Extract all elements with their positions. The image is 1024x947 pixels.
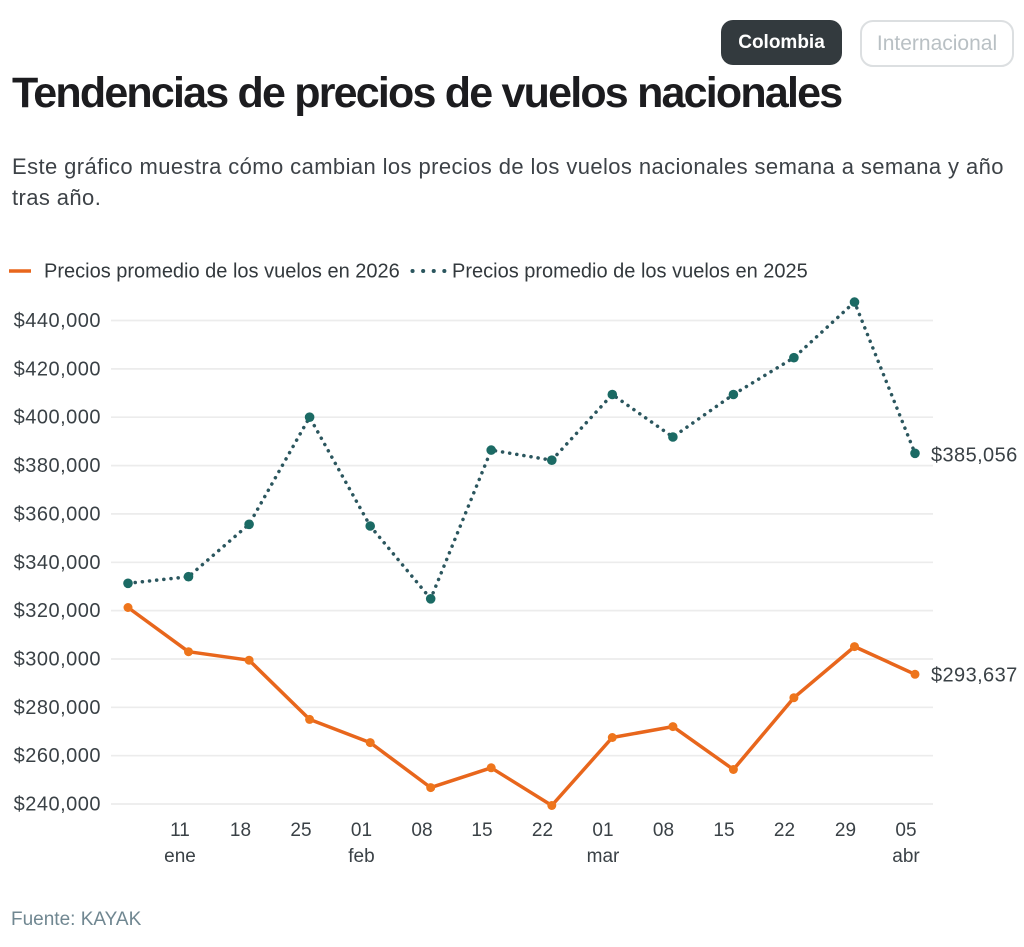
svg-text:mar: mar — [587, 846, 620, 867]
svg-text:22: 22 — [774, 820, 795, 841]
svg-text:18: 18 — [230, 820, 251, 841]
svg-text:$380,000: $380,000 — [14, 455, 101, 477]
svg-text:01: 01 — [592, 820, 613, 841]
svg-text:abr: abr — [892, 846, 920, 867]
svg-text:15: 15 — [471, 820, 492, 841]
svg-text:22: 22 — [532, 820, 553, 841]
svg-text:$385,056: $385,056 — [931, 445, 1018, 467]
svg-text:$420,000: $420,000 — [14, 358, 101, 380]
svg-text:$400,000: $400,000 — [14, 407, 101, 429]
svg-text:$293,637: $293,637 — [931, 665, 1018, 687]
svg-text:feb: feb — [348, 846, 374, 867]
svg-text:ene: ene — [164, 846, 196, 867]
svg-text:$260,000: $260,000 — [14, 745, 101, 767]
svg-text:08: 08 — [653, 820, 674, 841]
svg-text:Precios promedio de los vuelos: Precios promedio de los vuelos en 2025 — [452, 261, 808, 283]
svg-text:$240,000: $240,000 — [14, 794, 101, 816]
svg-text:$320,000: $320,000 — [14, 600, 101, 622]
svg-text:01: 01 — [351, 820, 372, 841]
svg-text:$280,000: $280,000 — [14, 697, 101, 719]
svg-text:11: 11 — [170, 820, 190, 841]
svg-text:$300,000: $300,000 — [14, 649, 101, 671]
svg-text:25: 25 — [290, 820, 311, 841]
svg-text:$360,000: $360,000 — [14, 503, 101, 525]
svg-text:05: 05 — [895, 820, 916, 841]
svg-text:Precios promedio de los vuelos: Precios promedio de los vuelos en 2026 — [44, 261, 400, 283]
svg-text:08: 08 — [411, 820, 432, 841]
svg-text:29: 29 — [835, 820, 856, 841]
svg-text:15: 15 — [713, 820, 734, 841]
svg-text:$440,000: $440,000 — [14, 310, 101, 332]
svg-text:$340,000: $340,000 — [14, 552, 101, 574]
